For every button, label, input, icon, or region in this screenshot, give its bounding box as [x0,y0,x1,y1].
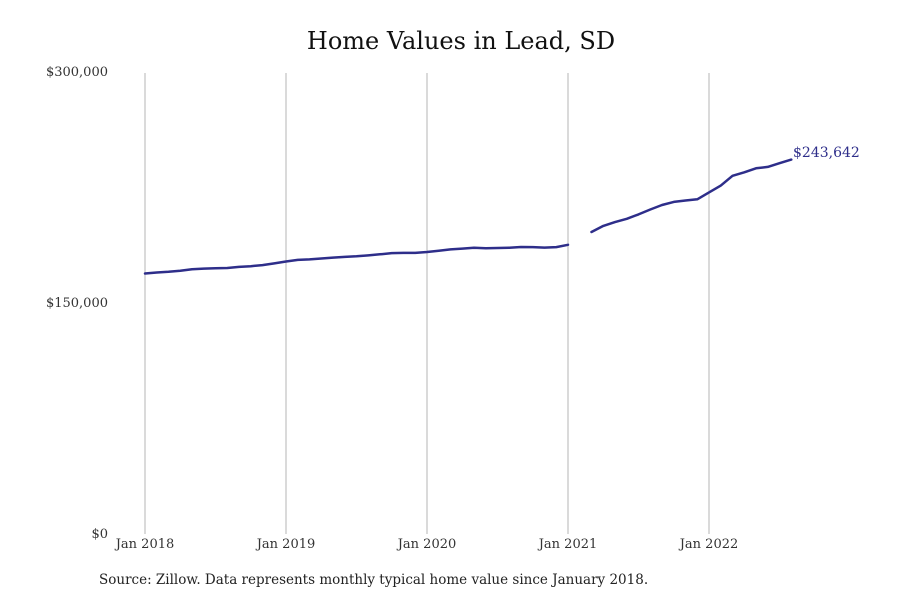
x-tick-label-2021: Jan 2021 [538,537,598,552]
x-tick-label-2020: Jan 2020 [397,537,457,552]
series-line-segment-1 [143,243,570,275]
source-note: Source: Zillow. Data represents monthly … [99,572,649,588]
y-tick-label-0: $0 [91,527,108,542]
x-tick-label-2022: Jan 2022 [679,537,739,552]
series-lines [143,158,793,275]
series-line-segment-2 [590,158,793,234]
y-tick-label-300000: $300,000 [45,65,108,80]
x-tick-label-2019: Jan 2019 [256,537,316,552]
gridlines [144,73,710,534]
chart-title: Home Values in Lead, SD [306,27,616,55]
y-tick-label-150000: $150,000 [45,296,108,311]
x-tick-label-2018: Jan 2018 [115,537,175,552]
end-value-label: $243,642 [793,145,860,161]
